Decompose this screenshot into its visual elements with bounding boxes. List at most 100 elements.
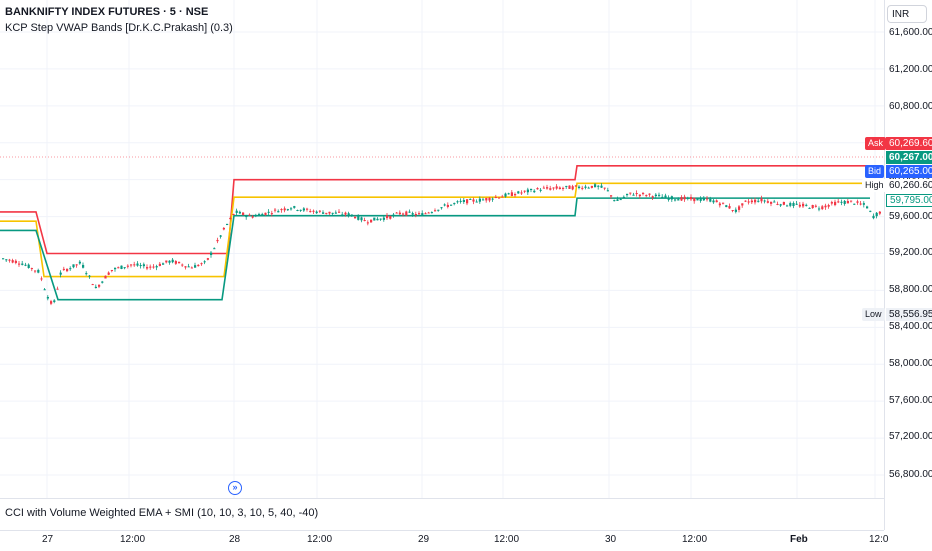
candle-body xyxy=(760,198,763,202)
candle-body xyxy=(117,267,120,269)
candle-body xyxy=(21,263,24,265)
candle-body xyxy=(334,212,337,214)
price-tick-label: 59,600.00 xyxy=(889,211,932,222)
candle-body xyxy=(690,197,693,200)
candle-body xyxy=(293,206,296,208)
candle-body xyxy=(827,205,830,207)
candle-body xyxy=(78,261,81,264)
candle-body xyxy=(2,258,5,260)
candle-body xyxy=(722,202,725,204)
candle-body xyxy=(878,211,881,214)
candle-body xyxy=(542,187,545,189)
candle-body xyxy=(411,213,414,215)
candle-body xyxy=(606,190,609,192)
candle-body xyxy=(482,199,485,201)
candle-body xyxy=(366,222,369,224)
high-tag: High xyxy=(862,179,887,192)
candle-body xyxy=(709,198,712,202)
candle-body xyxy=(267,211,270,213)
candle-body xyxy=(616,199,619,201)
candle-body xyxy=(574,185,577,187)
candle-body xyxy=(296,210,299,212)
price-tick-label: 60,800.00 xyxy=(889,101,932,112)
candle-body xyxy=(843,200,846,204)
candle-body xyxy=(462,200,465,202)
bid-price-label: 60,265.00 xyxy=(886,165,932,178)
candle-body xyxy=(789,203,792,206)
currency-button[interactable]: INR xyxy=(887,5,927,23)
main-chart-pane[interactable]: BANKNIFTY INDEX FUTURES · 5 · NSE KCP St… xyxy=(0,0,884,498)
time-scale[interactable]: 27 12:00 28 12:00 29 12:00 30 12:00 Feb 12:0 xyxy=(0,530,888,551)
candle-body xyxy=(421,213,424,217)
price-tick-label: 58,800.00 xyxy=(889,284,932,295)
candle-body xyxy=(818,208,821,210)
candle-body xyxy=(734,209,737,212)
candle-body xyxy=(475,201,478,203)
candle-body xyxy=(242,212,245,215)
candle-body xyxy=(763,200,766,202)
candle-body xyxy=(357,215,360,220)
candle-body xyxy=(251,216,254,218)
candle-body xyxy=(373,217,376,221)
candle-body xyxy=(226,223,229,225)
candle-body xyxy=(347,213,350,216)
low-price-label: 58,556.95 xyxy=(886,308,932,321)
candle-body xyxy=(91,284,94,286)
candle-body xyxy=(120,265,123,269)
candle-body xyxy=(677,199,680,201)
candle-body xyxy=(14,260,17,263)
candle-body xyxy=(43,289,46,291)
pane-separator[interactable] xyxy=(0,498,884,499)
candle-body xyxy=(181,264,184,266)
candle-body xyxy=(11,260,14,263)
oscillator-legend[interactable]: CCI with Volume Weighted EMA + SMI (10, … xyxy=(5,507,319,519)
candle-body xyxy=(434,210,437,212)
candle-body xyxy=(613,200,616,202)
candle-body xyxy=(437,209,440,211)
candle-body xyxy=(469,198,472,200)
candle-body xyxy=(510,192,513,197)
price-tick-label: 58,400.00 xyxy=(889,321,932,332)
candle-body xyxy=(178,261,181,264)
time-tick-label: 30 xyxy=(605,534,617,545)
ask-price-label: 60,269.60 xyxy=(886,137,932,150)
price-tick-label: 57,200.00 xyxy=(889,431,932,442)
candle-body xyxy=(526,189,529,193)
candle-body xyxy=(856,201,859,203)
candle-body xyxy=(603,187,606,189)
candle-body xyxy=(869,210,872,212)
candle-body xyxy=(235,210,238,213)
candle-body xyxy=(213,248,216,250)
candle-body xyxy=(562,187,565,189)
price-chart[interactable] xyxy=(0,0,884,498)
candle-body xyxy=(629,192,632,194)
bid-tag: Bid xyxy=(865,165,885,178)
candle-body xyxy=(88,275,91,277)
candle-body xyxy=(571,186,574,190)
candle-body xyxy=(594,184,597,188)
lower-band-price-label: 59,795.00 xyxy=(886,194,932,207)
candle-body xyxy=(18,263,21,265)
scroll-to-realtime-button[interactable]: » xyxy=(228,481,242,495)
candle-body xyxy=(299,209,302,211)
candle-body xyxy=(706,198,709,200)
candle-body xyxy=(261,214,264,217)
candle-body xyxy=(254,215,257,217)
candle-body xyxy=(270,213,273,215)
candle-body xyxy=(536,188,539,190)
indicator-legend[interactable]: KCP Step VWAP Bands [Dr.K.C.Prakash] (0.… xyxy=(5,22,233,34)
candle-body xyxy=(453,203,456,205)
price-scale[interactable]: 61,600.0061,200.0060,800.0060,400.0060,0… xyxy=(884,0,932,530)
candle-body xyxy=(360,217,363,221)
candle-body xyxy=(402,213,405,215)
price-tick-label: 59,200.00 xyxy=(889,247,932,258)
price-tick-label: 61,600.00 xyxy=(889,27,932,38)
candle-body xyxy=(498,197,501,199)
candle-body xyxy=(440,207,443,209)
high-price-label: 60,260.60 xyxy=(886,179,932,192)
price-tick-label: 56,800.00 xyxy=(889,469,932,480)
symbol-title[interactable]: BANKNIFTY INDEX FUTURES · 5 · NSE xyxy=(5,6,209,18)
candle-body xyxy=(667,197,670,200)
candle-body xyxy=(872,215,875,219)
candle-body xyxy=(427,212,430,214)
